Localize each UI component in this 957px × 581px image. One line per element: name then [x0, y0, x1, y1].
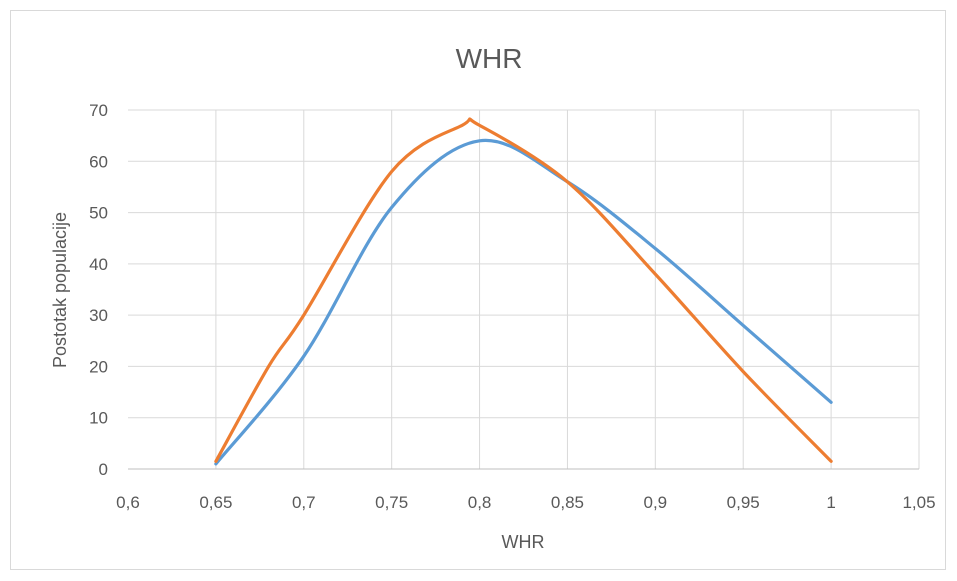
x-tick-label: 1	[826, 493, 835, 512]
y-axis-title: Postotak populacije	[50, 212, 70, 368]
x-tick-label: 0,85	[551, 493, 584, 512]
x-tick-label: 0,9	[644, 493, 668, 512]
grid	[128, 109, 920, 469]
x-tick-label: 1,05	[902, 493, 935, 512]
axes: 0 10 20 30 40 50 60 70 0,6 0,65 0,7 0,75 0,8 0,85 0,9 0…	[89, 101, 935, 512]
x-tick-label: 0,75	[375, 493, 408, 512]
series-line-1	[214, 138, 833, 466]
x-tick-label: 0,7	[292, 493, 316, 512]
y-tick-label: 60	[89, 152, 108, 171]
x-tick-label: 0,65	[199, 493, 232, 512]
y-tick-label: 10	[89, 409, 108, 428]
chart-title: WHR	[456, 43, 523, 74]
y-tick-label: 0	[99, 460, 108, 479]
chart-frame	[10, 10, 946, 570]
x-tick-label: 0,6	[116, 493, 140, 512]
series-line-2	[214, 117, 833, 463]
series-layer	[214, 117, 833, 466]
y-tick-label: 40	[89, 255, 108, 274]
x-axis-title: WHR	[502, 532, 545, 552]
x-tick-label: 0,8	[468, 493, 492, 512]
x-tick-label: 0,95	[727, 493, 760, 512]
y-tick-label: 70	[89, 101, 108, 120]
y-tick-label: 20	[89, 357, 108, 376]
y-tick-label: 50	[89, 204, 108, 223]
y-tick-label: 30	[89, 306, 108, 325]
